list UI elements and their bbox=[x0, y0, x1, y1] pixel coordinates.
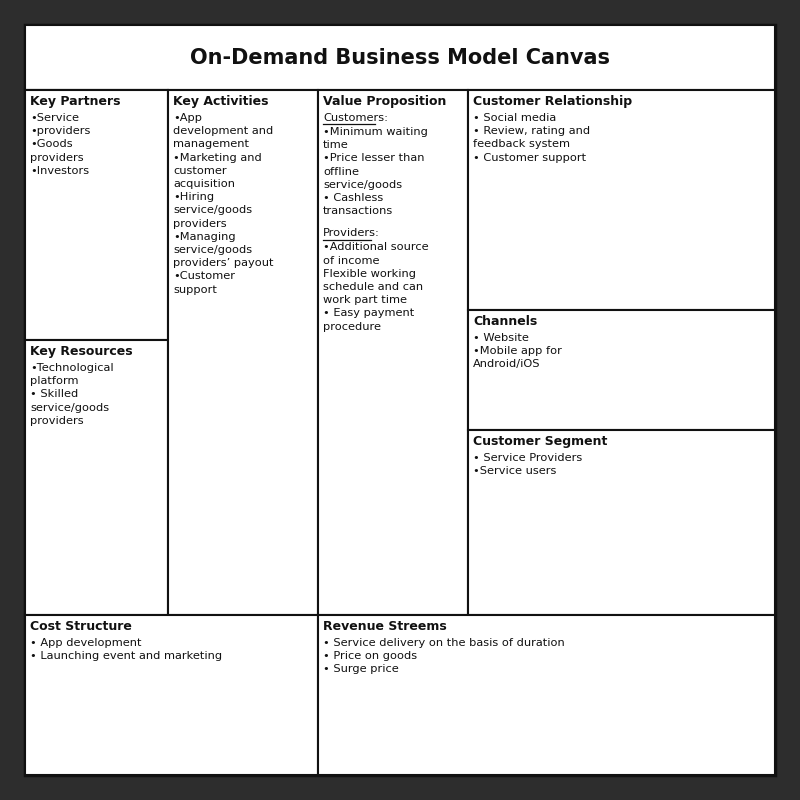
Text: On-Demand Business Model Canvas: On-Demand Business Model Canvas bbox=[190, 47, 610, 67]
Text: •App
development and
management
•Marketing and
customer
acquisition
•Hiring
serv: •App development and management •Marketi… bbox=[173, 113, 274, 294]
Bar bbox=[318, 90, 468, 615]
Bar bbox=[318, 615, 775, 775]
Text: •Service
•providers
•Goods
providers
•Investors: •Service •providers •Goods providers •In… bbox=[30, 113, 90, 176]
Text: Key Partners: Key Partners bbox=[30, 95, 121, 108]
Bar bbox=[25, 90, 168, 615]
Bar bbox=[25, 25, 775, 90]
Bar bbox=[468, 430, 775, 615]
Text: Customer Relationship: Customer Relationship bbox=[473, 95, 632, 108]
Bar bbox=[25, 340, 168, 615]
Text: Providers:: Providers: bbox=[323, 229, 380, 238]
Bar bbox=[25, 90, 168, 340]
Text: Customers:: Customers: bbox=[323, 113, 388, 123]
Text: • Website
•Mobile app for
Android/iOS: • Website •Mobile app for Android/iOS bbox=[473, 333, 562, 370]
Text: • App development
• Launching event and marketing: • App development • Launching event and … bbox=[30, 638, 222, 661]
Text: Cost Structure: Cost Structure bbox=[30, 620, 132, 633]
Text: Revenue Streems: Revenue Streems bbox=[323, 620, 446, 633]
Bar bbox=[25, 615, 318, 775]
Text: •Minimum waiting
time
•Price lesser than
offline
service/goods
• Cashless
transa: •Minimum waiting time •Price lesser than… bbox=[323, 127, 428, 216]
Text: Key Resources: Key Resources bbox=[30, 345, 133, 358]
Text: Value Proposition: Value Proposition bbox=[323, 95, 446, 108]
Text: Key Activities: Key Activities bbox=[173, 95, 269, 108]
Bar bbox=[468, 90, 775, 310]
Bar bbox=[468, 310, 775, 430]
Text: Channels: Channels bbox=[473, 315, 538, 328]
Text: •Additional source
of income
Flexible working
schedule and can
work part time
• : •Additional source of income Flexible wo… bbox=[323, 242, 429, 332]
Text: Customer Segment: Customer Segment bbox=[473, 435, 607, 448]
Bar bbox=[168, 90, 318, 615]
Text: • Service delivery on the basis of duration
• Price on goods
• Surge price: • Service delivery on the basis of durat… bbox=[323, 638, 565, 674]
Text: •Technological
platform
• Skilled
service/goods
providers: •Technological platform • Skilled servic… bbox=[30, 363, 114, 426]
Text: • Service Providers
•Service users: • Service Providers •Service users bbox=[473, 453, 582, 476]
Text: • Social media
• Review, rating and
feedback system
• Customer support: • Social media • Review, rating and feed… bbox=[473, 113, 590, 162]
